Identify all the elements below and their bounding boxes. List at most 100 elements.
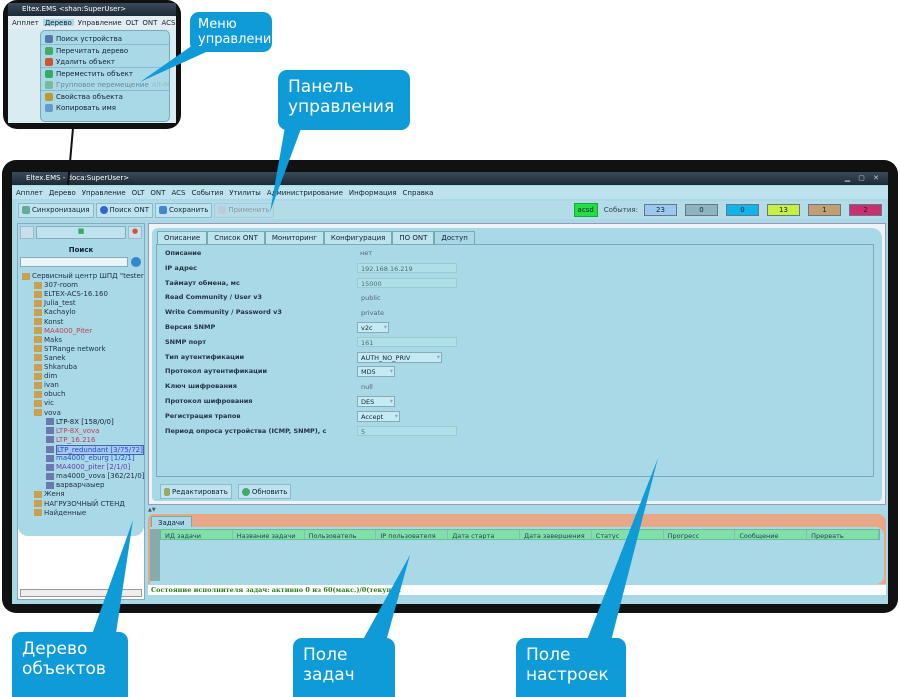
tree-item[interactable]: STRange network — [34, 345, 106, 353]
tree-item[interactable]: Julia_test — [34, 299, 76, 307]
tree-add-button[interactable]: ■ — [36, 226, 126, 239]
form-select[interactable]: v2c — [357, 322, 389, 333]
event-counter[interactable]: 23 — [644, 204, 677, 216]
menu-item[interactable]: ACS — [171, 189, 186, 197]
inset-menu-item[interactable]: Апплет — [12, 19, 39, 27]
dropdown-item[interactable]: Копировать имя — [41, 102, 169, 113]
column-header[interactable]: Прогресс — [664, 530, 736, 539]
refresh-button[interactable]: Обновить — [237, 484, 292, 499]
form-value[interactable]: 192.168.16.219 — [357, 262, 457, 273]
menu-item[interactable]: OLT — [131, 189, 145, 197]
tree-hscrollbar[interactable] — [20, 589, 142, 597]
sync-button[interactable]: Синхронизация — [18, 202, 94, 218]
form-value[interactable]: public — [357, 292, 769, 303]
column-header[interactable]: Название задачи — [233, 530, 305, 539]
splitter[interactable]: ▲▼ — [148, 507, 156, 513]
tree-item[interactable]: LTP_16.216 — [46, 436, 95, 444]
dropdown-item[interactable]: Удалить объект — [41, 56, 169, 68]
tree-item[interactable]: Shkaruba — [34, 363, 77, 371]
menu-item[interactable]: Информация — [348, 189, 397, 197]
tree-item[interactable]: MA4000_Piter — [34, 327, 92, 335]
tree-item[interactable]: НАГРУЗОЧНЫЙ СТЕНД — [34, 500, 125, 508]
form-select[interactable]: MD5 — [357, 366, 395, 378]
window-controls[interactable]: ▁ ▢ ✕ — [844, 174, 882, 182]
tree-item[interactable]: Сервисный центр ШПД "tester2" — [22, 272, 144, 280]
edit-button[interactable]: Редактировать — [160, 484, 232, 499]
menu-item[interactable]: Дерево — [48, 189, 76, 197]
menu-item[interactable]: ONT — [150, 189, 166, 197]
event-counter[interactable]: 0 — [726, 204, 759, 216]
column-header[interactable]: IP пользователя — [376, 530, 449, 539]
form-select[interactable]: AUTH_NO_PRIV — [357, 351, 442, 363]
column-header[interactable]: Статус — [592, 530, 664, 539]
form-value[interactable]: 161 — [357, 336, 457, 347]
form-value[interactable]: null — [357, 381, 769, 392]
search-ont-button[interactable]: Поиск ONT — [95, 202, 153, 218]
inset-menu-item[interactable]: Управление — [77, 19, 122, 27]
form-select[interactable]: DES — [357, 396, 395, 407]
tree-left-button[interactable] — [20, 226, 34, 239]
dropdown-item[interactable]: Групповое перемещение Alt-M — [41, 79, 170, 91]
menu-item[interactable]: Управление — [81, 189, 126, 197]
tree-item[interactable]: ivan — [34, 381, 59, 389]
tree-item[interactable]: LTP-8X_vova — [46, 427, 99, 435]
tab-4[interactable]: ПО ONT — [392, 231, 435, 245]
column-header[interactable]: Сообщение — [735, 530, 808, 539]
dropdown-item[interactable]: Свойства объекта — [41, 91, 169, 102]
tree-item[interactable]: dim — [34, 372, 57, 380]
tree-item[interactable]: ELTEX-ACS-16.160 — [34, 290, 108, 298]
event-counter[interactable]: 1 — [808, 204, 841, 216]
tree-item[interactable]: vova — [34, 409, 61, 417]
event-counter[interactable]: 2 — [849, 204, 882, 216]
dropdown-item[interactable]: Переместить объект — [41, 68, 169, 79]
column-header[interactable]: Дата завершения — [520, 530, 592, 539]
menu-item[interactable]: Администрирование — [266, 189, 343, 197]
tree-item[interactable]: Sanek — [34, 354, 66, 362]
form-value[interactable]: 15000 — [357, 277, 457, 288]
tab-3[interactable]: Конфигурация — [323, 231, 393, 245]
dropdown-item[interactable]: Перечитать дерево — [41, 45, 169, 56]
dropdown-item[interactable]: Поиск устройства — [41, 33, 169, 45]
tree-item[interactable]: Maks — [34, 336, 62, 344]
form-value[interactable]: private — [357, 307, 769, 318]
tree-item[interactable]: LTP_redundant [3/75/72] — [46, 444, 144, 455]
inset-menu-item[interactable]: ONT — [142, 19, 158, 27]
tree-item[interactable]: vic — [34, 399, 54, 407]
tree-item[interactable]: 307-room — [34, 281, 78, 289]
tasks-select-all[interactable] — [150, 529, 160, 581]
event-counter[interactable]: 0 — [685, 204, 718, 216]
column-header[interactable]: ИД задачи — [161, 530, 233, 539]
tree-item[interactable]: ma4000_eburg [1/2/1] — [46, 454, 135, 462]
tree-item[interactable]: ma4000_vova [362/21/0] — [46, 472, 144, 480]
tab-5[interactable]: Доступ — [434, 231, 475, 245]
inset-menu-item[interactable]: ACS — [161, 19, 176, 27]
tab-0[interactable]: Описание — [157, 231, 208, 245]
menu-item[interactable]: Утилиты — [229, 189, 261, 197]
tree-item[interactable]: obuch — [34, 390, 65, 398]
tab-2[interactable]: Мониторинг — [264, 231, 324, 245]
tree-item[interactable]: MA4000_piter [2/1/0] — [46, 463, 130, 471]
tree-item[interactable]: Женя — [34, 490, 65, 498]
tree-item[interactable]: Найденные — [34, 509, 86, 517]
tree-delete-button[interactable]: ● — [128, 226, 142, 239]
tab-1[interactable]: Список ONT — [207, 231, 265, 245]
inset-menu-item[interactable]: OLT — [125, 19, 139, 27]
menu-item[interactable]: События — [191, 189, 224, 197]
form-value[interactable]: нет — [360, 249, 373, 257]
menu-item[interactable]: Апплет — [16, 189, 43, 197]
tree-search-input[interactable] — [20, 257, 128, 267]
column-header[interactable]: Пользователь — [305, 530, 377, 539]
apply-button[interactable]: Применить — [214, 202, 274, 218]
column-header[interactable]: Дата старта — [448, 530, 520, 539]
tree-item[interactable]: Konst — [34, 318, 63, 326]
event-counter[interactable]: 13 — [767, 204, 800, 216]
form-select[interactable]: Accept — [357, 410, 400, 422]
tree-search-icon[interactable] — [131, 257, 141, 267]
save-button[interactable]: Сохранить — [154, 202, 213, 218]
tree-item[interactable]: LTP-8X [158/0/0] — [46, 418, 114, 426]
form-value[interactable]: 5 — [357, 425, 457, 436]
tree-item[interactable]: варварчаыер — [46, 481, 104, 489]
inset-menu-item[interactable]: Дерево — [42, 19, 74, 27]
menu-item[interactable]: Справка — [402, 189, 434, 197]
column-header[interactable]: Прервать — [807, 530, 879, 539]
